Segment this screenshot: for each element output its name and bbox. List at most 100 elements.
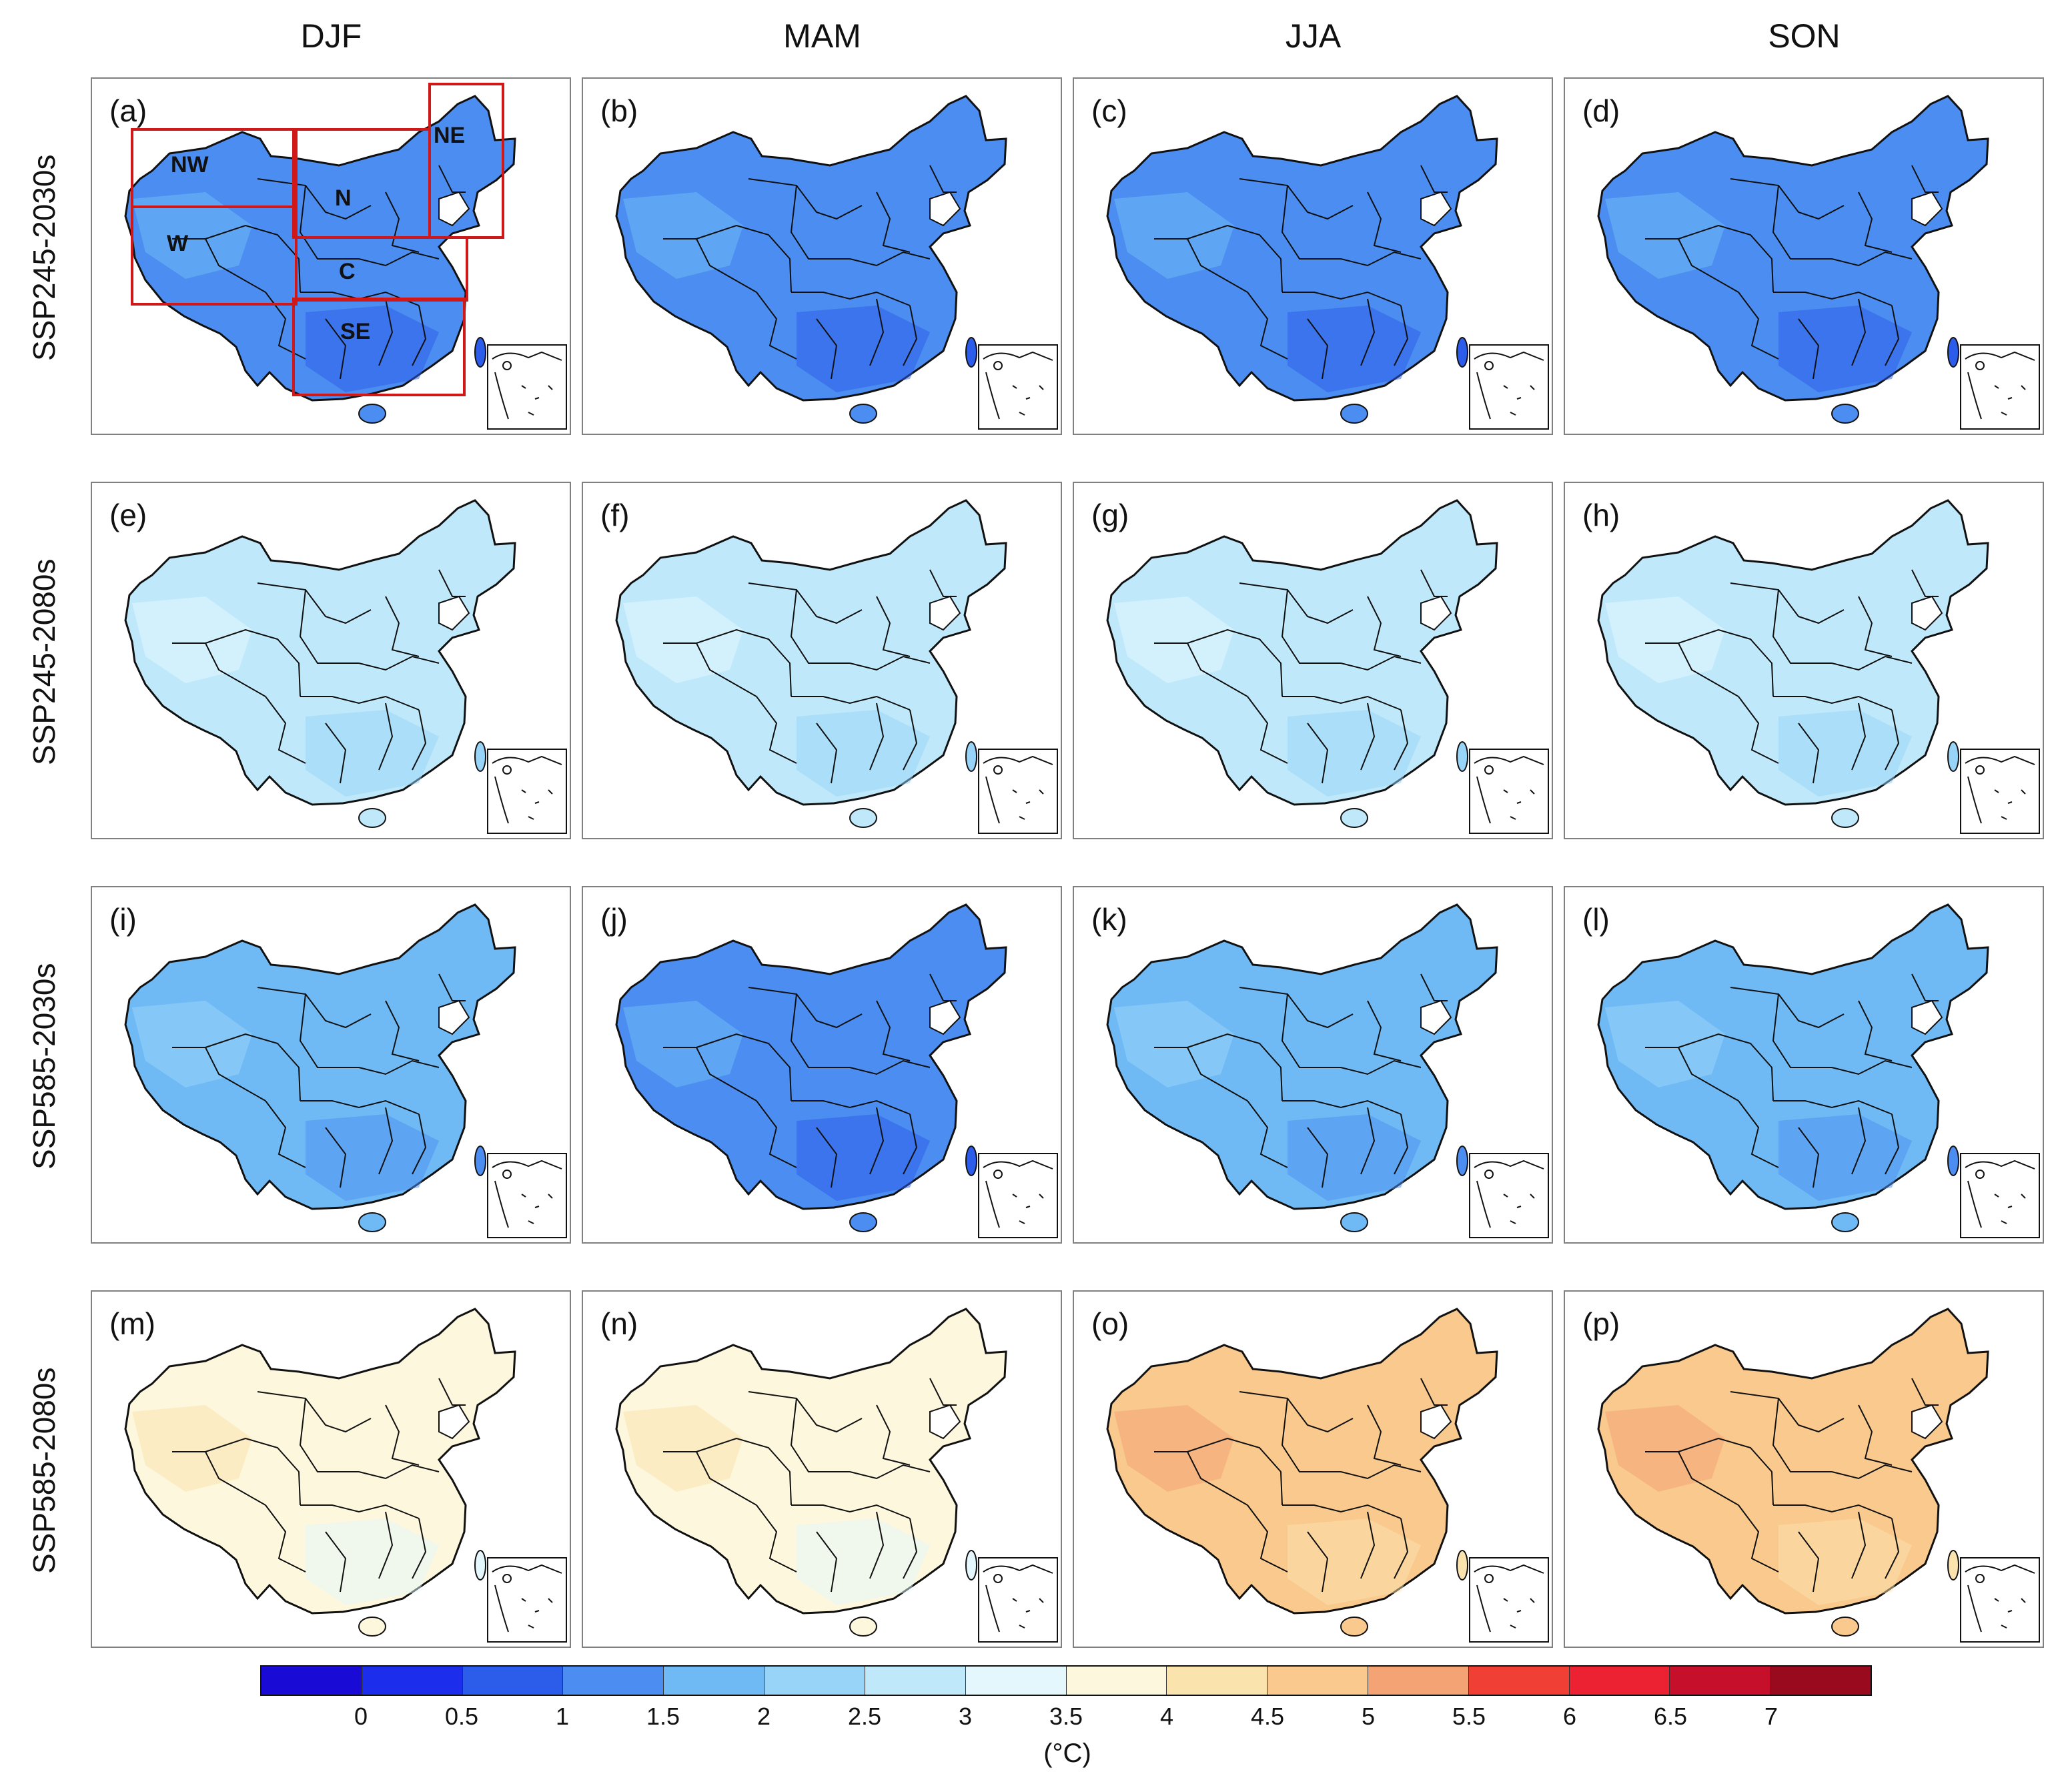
province-boundary [438, 165, 466, 193]
hainan-island [1831, 1212, 1859, 1232]
panel-label: (h) [1582, 498, 1620, 532]
colorbar-segment [1267, 1667, 1368, 1695]
warming-patch [623, 1405, 743, 1492]
province-boundary [358, 655, 440, 671]
warming-patch [132, 596, 252, 683]
warming-patch [797, 1114, 930, 1201]
warming-patch [1114, 1001, 1234, 1087]
hainan-island [1831, 808, 1859, 828]
province-boundary [299, 589, 359, 664]
province-boundary [1247, 1504, 1288, 1573]
bohai-sea [929, 191, 961, 227]
inset-map [983, 351, 1053, 420]
province-boundary [1360, 1107, 1376, 1175]
province-boundary [696, 1033, 792, 1101]
taiwan-island [965, 1550, 977, 1581]
province-boundary [438, 973, 466, 1001]
colorbar-segment [1670, 1667, 1771, 1695]
province-boundary [1772, 1398, 1832, 1472]
province-boundary [1911, 165, 1939, 193]
bohai-sea [929, 1404, 961, 1440]
warming-patch [1605, 1001, 1725, 1087]
province-boundary [1187, 1033, 1283, 1101]
province-boundary [438, 569, 466, 597]
panel-label: (d) [1582, 93, 1620, 128]
province-boundary [929, 973, 957, 1001]
map-panel: (m) [91, 1290, 571, 1648]
province-boundary [756, 1100, 797, 1168]
province-boundary [257, 1391, 372, 1433]
province-boundary [1738, 1504, 1779, 1573]
province-boundary [172, 238, 266, 293]
colorbar-segment [1066, 1667, 1167, 1695]
colorbar-tick-label: 1 [555, 1703, 570, 1730]
province-boundary [748, 987, 863, 1029]
province-boundary [412, 1113, 427, 1175]
province-boundary [299, 1398, 359, 1472]
china-map [615, 499, 1007, 828]
province-boundary [1394, 305, 1409, 366]
column-header-jja: JJA [1285, 17, 1342, 55]
inset-map [983, 1160, 1053, 1228]
hainan-island [358, 1617, 386, 1637]
bohai-sea [438, 191, 470, 227]
colorbar-segment [1468, 1667, 1570, 1695]
warming-patch [1605, 192, 1725, 279]
warming-patch [623, 192, 743, 279]
province-boundary [265, 696, 306, 764]
province-boundary [1282, 291, 1402, 306]
province-boundary [257, 582, 372, 624]
province-boundary [1247, 1100, 1288, 1168]
province-boundary [412, 709, 427, 771]
province-boundary [1738, 292, 1779, 360]
taiwan-island [474, 1146, 486, 1176]
province-boundary [869, 1511, 885, 1579]
warming-patch [1288, 1114, 1421, 1201]
province-boundary [1772, 993, 1832, 1068]
colorbar-tick-label: 3.5 [1049, 1703, 1083, 1730]
taiwan-island [1947, 1146, 1959, 1176]
province-boundary [358, 251, 440, 267]
warming-patch [1114, 596, 1234, 683]
map-panel: (e) [91, 482, 571, 839]
region-label-nw: NW [171, 152, 209, 177]
region-label-se: SE [340, 319, 370, 344]
taiwan-island [474, 1550, 486, 1581]
map-panel: (l) [1564, 886, 2044, 1244]
column-header-djf: DJF [300, 17, 362, 55]
region-label-c: C [339, 259, 356, 284]
warming-patch [132, 192, 252, 279]
province-boundary [756, 1504, 797, 1573]
panel-label: (b) [600, 93, 638, 128]
province-boundary [1420, 165, 1448, 193]
province-boundary [790, 993, 850, 1068]
province-boundary [265, 1504, 306, 1573]
province-boundary [1645, 238, 1739, 293]
panel-label: (o) [1091, 1306, 1129, 1341]
bohai-sea [1911, 191, 1943, 227]
province-boundary [1367, 1404, 1402, 1466]
panel-label: (g) [1091, 498, 1129, 532]
province-boundary [378, 703, 394, 771]
province-boundary [1730, 178, 1845, 220]
province-boundary [929, 1378, 957, 1406]
province-boundary [1282, 695, 1402, 711]
province-boundary [1773, 1099, 1893, 1115]
panel-label: (a) [109, 93, 147, 128]
province-boundary [1239, 1391, 1354, 1433]
province-boundary [1247, 696, 1288, 764]
china-map [1597, 1308, 1989, 1637]
taiwan-island [474, 337, 486, 368]
china-map [1106, 903, 1498, 1232]
panel-label: (i) [109, 902, 137, 937]
warming-patch [1605, 1405, 1725, 1492]
bohai-sea [1911, 1404, 1943, 1440]
colorbar-segment [1368, 1667, 1469, 1695]
province-boundary [205, 1437, 301, 1506]
row-label-ssp245-2030s: SSP245-2030s [27, 154, 61, 361]
colorbar-segment [1770, 1667, 1871, 1695]
south-china-sea-inset [487, 1557, 567, 1643]
province-boundary [849, 251, 931, 267]
province-boundary [790, 185, 850, 260]
